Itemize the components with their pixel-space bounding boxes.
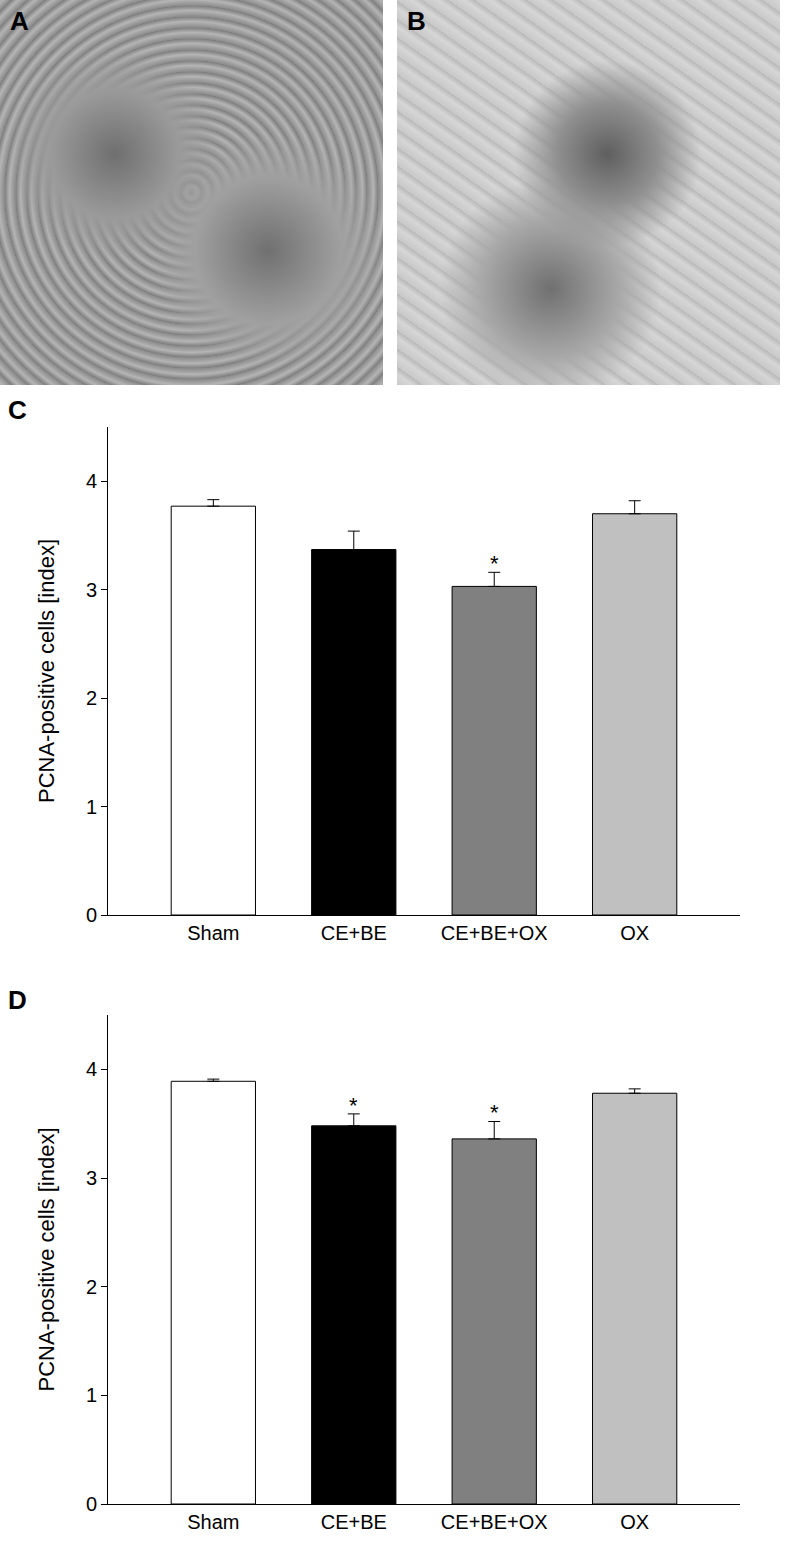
- svg-text:CE+BE: CE+BE: [321, 1511, 387, 1533]
- svg-text:0: 0: [86, 904, 97, 926]
- svg-text:3: 3: [86, 579, 97, 601]
- svg-text:*: *: [490, 1100, 499, 1125]
- svg-text:2: 2: [86, 687, 97, 709]
- html-text:C: C: [8, 395, 27, 425]
- svg-text:4: 4: [86, 470, 97, 492]
- svg-text:CE+BE+OX: CE+BE+OX: [441, 922, 548, 944]
- svg-text:1: 1: [86, 1384, 97, 1406]
- svg-text:PCNA-positive cells [index]: PCNA-positive cells [index]: [34, 539, 59, 803]
- svg-text:CE+BE+OX: CE+BE+OX: [441, 1511, 548, 1533]
- html-text:B: B: [407, 6, 426, 36]
- svg-text:2: 2: [86, 1276, 97, 1298]
- html-text:A: A: [10, 6, 29, 36]
- svg-text:PCNA-positive cells [index]: PCNA-positive cells [index]: [34, 1127, 59, 1391]
- svg-text:Sham: Sham: [187, 922, 239, 944]
- svg-text:1: 1: [86, 796, 97, 818]
- svg-text:CE+BE: CE+BE: [321, 922, 387, 944]
- svg-text:*: *: [490, 551, 499, 576]
- svg-text:4: 4: [86, 1058, 97, 1080]
- svg-text:OX: OX: [620, 1511, 649, 1533]
- svg-text:Sham: Sham: [187, 1511, 239, 1533]
- svg-text:*: *: [349, 1093, 358, 1118]
- html-text:D: D: [8, 985, 27, 1015]
- svg-text:OX: OX: [620, 922, 649, 944]
- svg-text:0: 0: [86, 1493, 97, 1515]
- svg-text:3: 3: [86, 1167, 97, 1189]
